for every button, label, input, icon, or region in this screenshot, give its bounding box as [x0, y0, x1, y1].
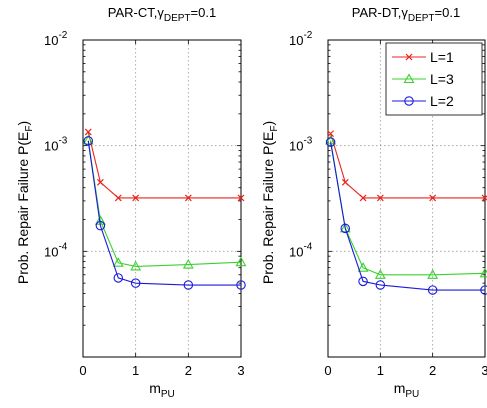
data-point [427, 285, 438, 295]
data-point [112, 257, 124, 267]
data-point [114, 194, 122, 202]
data-point [235, 256, 247, 267]
data-point [375, 280, 386, 290]
data-point [327, 130, 335, 138]
series-line [330, 133, 485, 199]
x-tick-label: 0 [324, 363, 331, 378]
legend-label: L=1 [430, 49, 454, 65]
series-line [87, 140, 241, 286]
data-point [84, 128, 92, 136]
legend: L=1 L=3 L=2 [385, 42, 483, 116]
data-point [358, 276, 368, 287]
legend-label: L=3 [430, 71, 454, 87]
data-point [341, 178, 349, 186]
series-L=1 [327, 130, 487, 202]
legend-marker [404, 96, 414, 106]
data-point [359, 194, 367, 202]
data-point [113, 273, 124, 283]
x-tick-label: 1 [132, 363, 139, 378]
legend-marker [405, 53, 413, 61]
data-point [481, 194, 487, 202]
data-point [96, 178, 104, 186]
y-tick-label: 10-3 [44, 136, 68, 154]
x-axis-label: mPU [394, 380, 420, 400]
x-tick-label: 0 [79, 363, 86, 378]
chart-title: PAR-DT,γDEPT=0.1 [352, 5, 460, 24]
x-tick-label: 3 [481, 363, 487, 378]
data-point [130, 278, 141, 288]
y-axis-label: Prob. Repair Failure P(EF) [260, 121, 280, 284]
series-line [87, 140, 242, 267]
x-tick-label: 2 [185, 363, 192, 378]
data-point [339, 222, 351, 233]
y-tick-label: 10-3 [289, 136, 313, 154]
data-point [130, 260, 142, 271]
y-tick-label: 10-4 [289, 241, 313, 259]
y-tick-label: 10-2 [44, 30, 68, 48]
chart-panel-1: 0 1 2 3 10-4 10-3 10-2 PAR-CT,γDEPT=0.1 mPU Prob.… [15, 5, 247, 400]
data-point [479, 267, 487, 278]
data-point [132, 194, 140, 202]
data-point [184, 194, 192, 202]
x-tick-label: 3 [237, 363, 244, 378]
y-tick-label: 10-4 [44, 241, 68, 259]
y-tick-label: 10-2 [289, 30, 313, 48]
data-point [374, 269, 386, 279]
chart-panel-2: 0 1 2 3 10-4 10-3 10-2 PAR-DT,γDEPT=0.1 mPU Prob.… [260, 5, 487, 400]
data-point [183, 280, 194, 290]
legend-marker [403, 73, 415, 84]
data-point [95, 220, 106, 231]
data-point [83, 136, 94, 146]
y-axis-label: Prob. Repair Failure P(EF) [15, 121, 35, 284]
legend-label: L=2 [430, 93, 454, 109]
x-tick-label: 1 [377, 363, 384, 378]
series-L=2 [325, 137, 487, 295]
data-point [480, 285, 487, 295]
data-point [325, 137, 336, 147]
data-point [357, 262, 369, 272]
x-axis-label: mPU [149, 380, 175, 400]
data-point [376, 194, 384, 202]
chart-title: PAR-CT,γDEPT=0.1 [108, 5, 216, 24]
data-point [429, 194, 437, 202]
data-point [182, 258, 194, 269]
data-point [340, 223, 351, 234]
series-L=1 [84, 128, 245, 202]
series-line [330, 142, 485, 291]
series-line [87, 131, 241, 199]
series-L=2 [83, 136, 246, 290]
data-point [237, 194, 245, 202]
x-tick-label: 2 [429, 363, 436, 378]
data-point [427, 269, 439, 279]
data-point [236, 280, 246, 290]
